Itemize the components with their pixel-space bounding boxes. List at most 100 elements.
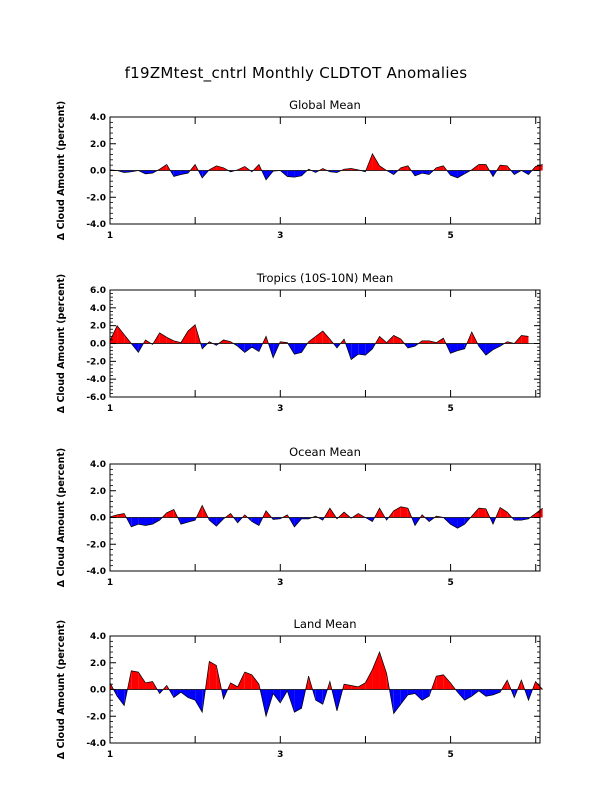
panel-3: Land Mean Δ Cloud Amount (percent) 4.0 2.0 0… — [56, 617, 543, 760]
y-tick-label: 2.0 — [90, 659, 106, 669]
negative-anomaly-area — [251, 343, 259, 352]
positive-anomaly-area — [393, 506, 401, 518]
positive-anomaly-area — [379, 652, 387, 690]
negative-anomaly-area — [414, 689, 423, 701]
x-tick-label: 1 — [107, 578, 113, 588]
negative-anomaly-area — [251, 517, 259, 526]
negative-anomaly-area — [358, 343, 366, 356]
negative-anomaly-area — [457, 517, 465, 529]
positive-anomaly-area — [117, 513, 125, 518]
x-tick-label: 3 — [277, 404, 283, 414]
positive-anomaly-area — [436, 674, 444, 690]
positive-anomaly-area — [372, 652, 380, 690]
positive-anomaly-area — [216, 165, 224, 171]
positive-anomaly-area — [393, 335, 401, 344]
x-tick-label: 1 — [107, 750, 113, 760]
y-tick-label: -4.0 — [86, 739, 106, 749]
panel-1: Tropics (10S-10N) Mean Δ Cloud Amount (pe… — [56, 271, 541, 414]
negative-anomaly-area — [414, 170, 423, 176]
positive-anomaly-area — [244, 672, 252, 690]
panel-title: Ocean Mean — [289, 445, 361, 459]
negative-anomaly-area — [493, 343, 501, 350]
positive-anomaly-area — [145, 681, 153, 690]
panels-group: Global Mean Δ Cloud Amount (percent) 4.0 2.… — [56, 98, 543, 760]
y-tick-label: 2.0 — [90, 322, 106, 332]
negative-anomaly-area — [315, 689, 323, 705]
y-axis-label: Δ Cloud Amount (percent) — [56, 448, 67, 587]
positive-anomaly-area — [485, 508, 490, 518]
y-tick-label: 0.0 — [90, 686, 106, 696]
y-tick-label: 4.0 — [90, 632, 106, 642]
negative-anomaly-area — [209, 517, 217, 527]
y-tick-label: -4.0 — [86, 375, 106, 385]
panel-0: Global Mean Δ Cloud Amount (percent) 4.0 2.… — [56, 98, 543, 241]
positive-anomaly-area — [308, 336, 316, 344]
negative-anomaly-area — [514, 517, 522, 521]
negative-anomaly-area — [407, 343, 415, 348]
negative-anomaly-area — [478, 343, 486, 356]
negative-anomaly-area — [450, 517, 458, 529]
positive-anomaly-area — [372, 153, 380, 171]
negative-anomaly-area — [457, 170, 465, 178]
y-tick-label: 4.0 — [90, 304, 106, 314]
negative-anomaly-area — [188, 517, 196, 523]
positive-anomaly-area — [159, 332, 167, 344]
positive-anomaly-area — [138, 672, 146, 690]
positive-anomaly-area — [322, 331, 330, 344]
positive-anomaly-area — [166, 509, 174, 518]
positive-anomaly-area — [535, 164, 543, 171]
negative-anomaly-area — [145, 517, 153, 526]
x-tick-label: 5 — [447, 578, 453, 588]
negative-anomaly-area — [188, 689, 196, 701]
positive-anomaly-area — [365, 669, 373, 690]
negative-anomaly-area — [273, 689, 281, 703]
panel-title: Global Mean — [289, 98, 361, 112]
negative-anomaly-area — [493, 689, 501, 695]
positive-anomaly-area — [500, 165, 508, 171]
negative-anomaly-area — [464, 689, 472, 701]
panel-title: Tropics (10S-10N) Mean — [256, 271, 394, 285]
positive-anomaly-area — [521, 335, 529, 344]
negative-anomaly-area — [173, 689, 181, 698]
negative-anomaly-area — [365, 343, 373, 356]
positive-anomaly-area — [315, 331, 323, 344]
y-axis-label: Δ Cloud Amount (percent) — [56, 274, 67, 413]
positive-anomaly-area — [223, 339, 231, 344]
x-tick-label: 5 — [447, 404, 453, 414]
negative-anomaly-area — [173, 170, 181, 177]
positive-anomaly-area — [131, 670, 139, 690]
negative-anomaly-area — [152, 517, 160, 525]
positive-anomaly-area — [436, 165, 444, 171]
negative-anomaly-area — [450, 343, 458, 354]
x-tick-label: 1 — [107, 404, 113, 414]
anomaly-line — [109, 651, 543, 718]
negative-anomaly-area — [450, 170, 458, 178]
positive-anomaly-area — [166, 337, 174, 344]
y-tick-label: 0.0 — [90, 514, 106, 524]
panel-2: Ocean Mean Δ Cloud Amount (percent) 4.0 2.0… — [56, 445, 543, 588]
y-tick-label: -2.0 — [86, 193, 106, 203]
negative-anomaly-area — [294, 689, 302, 713]
x-tick-label: 3 — [277, 750, 283, 760]
positive-anomaly-area — [535, 508, 543, 518]
positive-anomaly-area — [443, 674, 451, 690]
positive-anomaly-area — [500, 507, 508, 518]
positive-anomaly-area — [478, 164, 486, 171]
figure-title: f19ZMtest_cntrl Monthly CLDTOT Anomalies — [125, 64, 468, 83]
negative-anomaly-area — [294, 343, 302, 355]
positive-anomaly-area — [400, 165, 408, 171]
y-tick-label: 2.0 — [90, 140, 106, 150]
negative-anomaly-area — [485, 343, 494, 356]
y-tick-label: 4.0 — [90, 113, 106, 123]
positive-anomaly-area — [351, 685, 359, 690]
negative-anomaly-area — [457, 343, 465, 351]
negative-anomaly-area — [287, 170, 295, 178]
y-tick-label: 6.0 — [90, 286, 106, 296]
y-tick-label: 0.0 — [90, 340, 106, 350]
y-tick-label: -4.0 — [86, 220, 106, 230]
positive-anomaly-area — [478, 508, 486, 518]
x-tick-label: 5 — [447, 750, 453, 760]
negative-anomaly-area — [422, 689, 430, 701]
x-tick-label: 5 — [447, 231, 453, 241]
